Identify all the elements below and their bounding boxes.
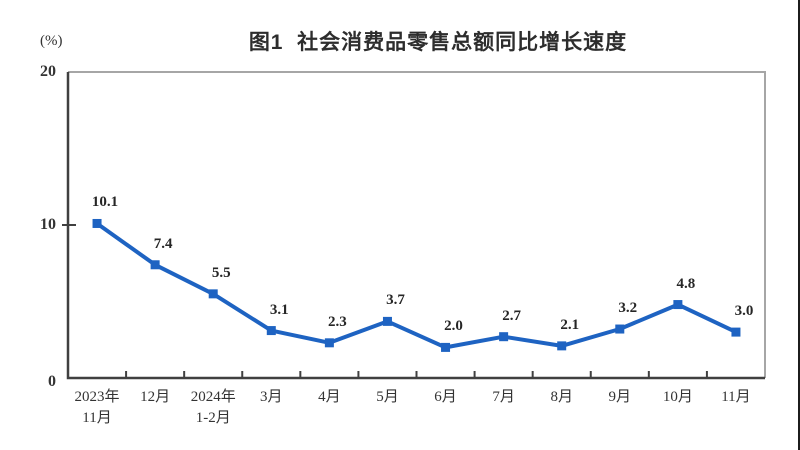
data-point-marker [673, 300, 683, 310]
x-axis-category-label: 8月 [550, 389, 573, 405]
x-axis-category-label: 6月 [434, 389, 457, 405]
y-axis-unit-label: (%) [40, 33, 63, 49]
data-point-marker [266, 326, 276, 336]
x-axis-category-label: 9月 [608, 389, 632, 405]
data-point-label: 2.1 [560, 316, 580, 333]
plot-border [68, 71, 766, 378]
data-point-label: 7.4 [153, 235, 173, 252]
axis-lines [66, 72, 765, 380]
data-point-label: 3.0 [734, 303, 754, 320]
x-axis-category-label: 2024年 1-2月 [190, 389, 236, 426]
x-axis-category-label: 5月 [376, 389, 399, 405]
data-point-label: 3.2 [618, 300, 638, 317]
data-point-marker [150, 260, 160, 270]
data-point-marker [557, 341, 567, 351]
data-point-label: 3.7 [386, 292, 405, 309]
data-point-marker [92, 218, 102, 228]
chart-title: 图1 社会消费品零售总额同比增长速度 [248, 31, 628, 54]
x-axis-category-label: 7月 [492, 389, 515, 405]
data-point-marker [441, 342, 451, 352]
data-point-marker [731, 327, 741, 337]
data-point-label: 2.0 [444, 318, 463, 335]
data-point-label: 4.8 [676, 275, 696, 292]
y-axis-tick-label: 10 [40, 216, 56, 233]
data-point-marker [324, 338, 334, 348]
x-axis-category-label: 2023年 11月 [74, 389, 120, 426]
y-axis-tick-label: 20 [40, 63, 56, 80]
y-axis-tick-label: 0 [48, 373, 56, 390]
data-point-label: 5.5 [211, 264, 231, 281]
data-point-marker [499, 332, 509, 342]
data-point-marker [208, 289, 218, 299]
x-axis-category-label: 12月 [140, 389, 171, 405]
data-point-label: 3.1 [269, 301, 289, 318]
x-axis-category-label: 4月 [318, 389, 341, 405]
data-point-label: 2.7 [502, 307, 521, 324]
data-point-label: 2.3 [328, 313, 347, 330]
data-point-label: 10.1 [91, 194, 119, 211]
x-axis-category-label: 11月 [721, 389, 751, 405]
line-series [95, 221, 738, 350]
window-right-edge [798, 0, 800, 450]
x-axis-category-label: 10月 [662, 389, 693, 405]
data-point-marker [382, 316, 392, 326]
data-point-marker [615, 324, 625, 334]
x-axis-category-label: 3月 [260, 389, 283, 405]
